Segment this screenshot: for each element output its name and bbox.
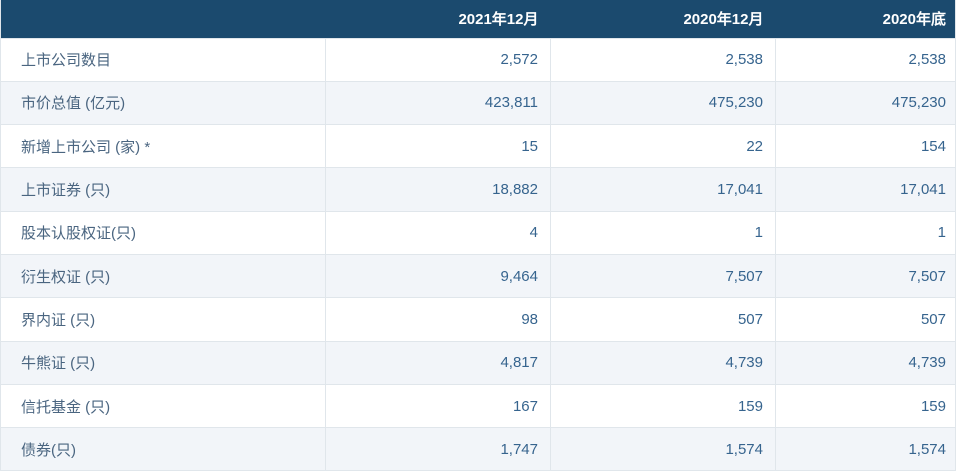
table-row-derivative-warrants: 衍生权证 (只) 9,464 7,507 7,507 (0, 253, 956, 299)
table-cell: 4 (325, 210, 551, 255)
table-cell: 4,817 (325, 340, 551, 385)
row-label: 衍生权证 (只) (0, 253, 326, 299)
table-cell: 7,507 (550, 253, 776, 299)
table-cell: 17,041 (775, 167, 956, 212)
table-cell: 98 (325, 297, 551, 342)
table-cell: 4,739 (550, 340, 776, 385)
table-cell: 2,572 (325, 37, 551, 82)
row-label: 牛熊证 (只) (0, 340, 326, 385)
table-row-inline-warrants: 界内证 (只) 98 507 507 (0, 297, 956, 342)
table-cell: 507 (775, 297, 956, 342)
row-label: 市价总值 (亿元) (0, 80, 326, 126)
row-label: 信托基金 (只) (0, 383, 326, 429)
table-cell: 22 (550, 124, 776, 169)
table-cell: 475,230 (550, 80, 776, 126)
table-cell: 2,538 (775, 37, 956, 82)
table-cell: 7,507 (775, 253, 956, 299)
table-cell: 15 (325, 124, 551, 169)
table-cell: 1,747 (325, 427, 551, 472)
table-cell: 159 (775, 383, 956, 429)
row-label: 新增上市公司 (家) * (0, 124, 326, 169)
table-cell: 475,230 (775, 80, 956, 126)
table-cell: 18,882 (325, 167, 551, 212)
table-cell: 167 (325, 383, 551, 429)
table-cell: 1,574 (550, 427, 776, 472)
table-cell: 9,464 (325, 253, 551, 299)
table-cell: 423,811 (325, 80, 551, 126)
header-row: 2021年12月 2020年12月 2020年底 (0, 0, 956, 38)
table-cell: 154 (775, 124, 956, 169)
row-label: 界内证 (只) (0, 297, 326, 342)
table-row-market-cap: 市价总值 (亿元) 423,811 475,230 475,230 (0, 80, 956, 126)
table-row-equity-warrants: 股本认股权证(只) 4 1 1 (0, 210, 956, 255)
column-header-2020-end: 2020年底 (775, 0, 956, 38)
header-cell-empty (0, 0, 326, 38)
row-label: 上市公司数目 (0, 37, 326, 82)
table-cell: 1,574 (775, 427, 956, 472)
table-row-cbbc: 牛熊证 (只) 4,817 4,739 4,739 (0, 340, 956, 385)
column-header-2021-dec: 2021年12月 (325, 0, 551, 38)
table-cell: 1 (550, 210, 776, 255)
table-cell: 507 (550, 297, 776, 342)
table-cell: 2,538 (550, 37, 776, 82)
row-label: 上市证券 (只) (0, 167, 326, 212)
row-label: 债券(只) (0, 427, 326, 472)
row-label: 股本认股权证(只) (0, 210, 326, 255)
table-cell: 1 (775, 210, 956, 255)
table-cell: 4,739 (775, 340, 956, 385)
column-header-2020-dec: 2020年12月 (550, 0, 776, 38)
table-cell: 17,041 (550, 167, 776, 212)
table-row-new-listings: 新增上市公司 (家) * 15 22 154 (0, 124, 956, 169)
table-row-listed-securities: 上市证券 (只) 18,882 17,041 17,041 (0, 167, 956, 212)
table-row-unit-trusts: 信托基金 (只) 167 159 159 (0, 383, 956, 429)
table-cell: 159 (550, 383, 776, 429)
table-row-listed-companies: 上市公司数目 2,572 2,538 2,538 (0, 37, 956, 82)
table-row-bonds: 债券(只) 1,747 1,574 1,574 (0, 427, 956, 472)
